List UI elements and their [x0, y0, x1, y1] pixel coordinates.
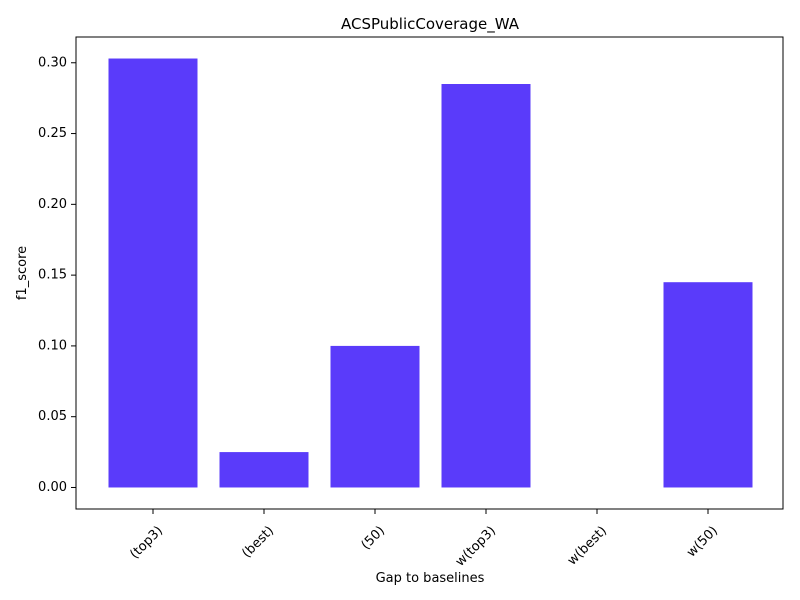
y-tick-label-3: 0.15 [38, 268, 67, 283]
y-axis-ticks: 0.00 0.05 0.10 0.15 0.20 0.25 0.30 [38, 55, 76, 495]
bar-0 [108, 58, 198, 488]
bar-1 [219, 452, 309, 488]
bar-2 [330, 345, 420, 488]
y-tick-label-5: 0.25 [38, 126, 67, 141]
x-tick-label-5: w(50) [684, 523, 721, 560]
plot-frame [75, 36, 784, 510]
x-tick-label-1: (best) [239, 523, 277, 561]
bars-group [108, 58, 753, 488]
bar-5 [663, 282, 753, 488]
chart-title: ACSPublicCoverage_WA [341, 15, 520, 34]
x-tick-label-4: w(best) [565, 523, 610, 568]
x-tick-label-3: w(top3) [453, 523, 499, 569]
y-tick-label-2: 0.10 [38, 338, 67, 353]
x-axis-ticks: (top3) (best) (50) w(top3) w(best) w(50) [127, 509, 721, 570]
x-tick-label-2: (50) [359, 523, 388, 552]
y-tick-label-6: 0.30 [38, 55, 67, 70]
x-tick-label-0: (top3) [127, 523, 166, 562]
y-tick-label-1: 0.05 [38, 409, 67, 424]
y-tick-label-4: 0.20 [38, 197, 67, 212]
bar-3 [441, 84, 531, 488]
y-axis-label: f1_score [15, 246, 30, 300]
y-tick-label-0: 0.00 [38, 480, 67, 495]
x-axis-label: Gap to baselines [376, 571, 485, 586]
